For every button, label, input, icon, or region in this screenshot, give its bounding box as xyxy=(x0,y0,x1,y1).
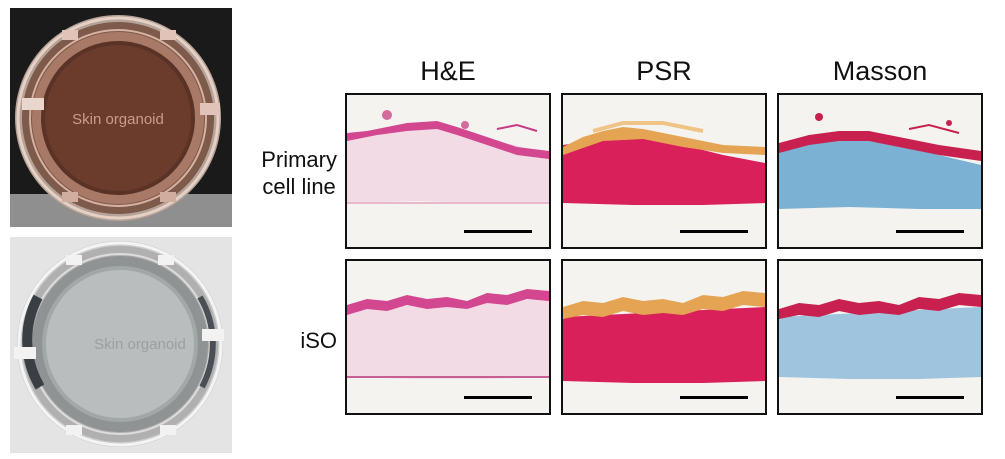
panel-iso-masson xyxy=(777,259,983,415)
panel-iso-he xyxy=(345,259,551,415)
scale-bar xyxy=(464,396,532,399)
dish-photo-iso: Skin organoid xyxy=(10,237,232,453)
scale-bar xyxy=(464,230,532,233)
scale-bar xyxy=(680,230,748,233)
dish-photo-primary: Skin organoid xyxy=(10,8,232,227)
column-header-masson: Masson xyxy=(832,56,928,86)
dish-label-primary: Skin organoid xyxy=(72,111,164,128)
panel-primary-he xyxy=(345,93,551,249)
row-header-iso-line1: iSO xyxy=(300,328,337,353)
row-header-primary-line1: Primary xyxy=(261,147,337,172)
panel-iso-psr xyxy=(561,259,767,415)
scale-bar xyxy=(896,230,964,233)
row-header-primary-line2: cell line xyxy=(262,174,336,199)
scale-bar xyxy=(680,396,748,399)
column-header-he: H&E xyxy=(420,56,476,86)
column-header-psr: PSR xyxy=(636,56,692,86)
panel-primary-psr xyxy=(561,93,767,249)
row-header-iso: iSO xyxy=(300,327,337,354)
dish-label-iso: Skin organoid xyxy=(94,336,186,353)
scale-bar xyxy=(896,396,964,399)
panel-primary-masson xyxy=(777,93,983,249)
row-header-primary: Primary cell line xyxy=(261,146,337,200)
